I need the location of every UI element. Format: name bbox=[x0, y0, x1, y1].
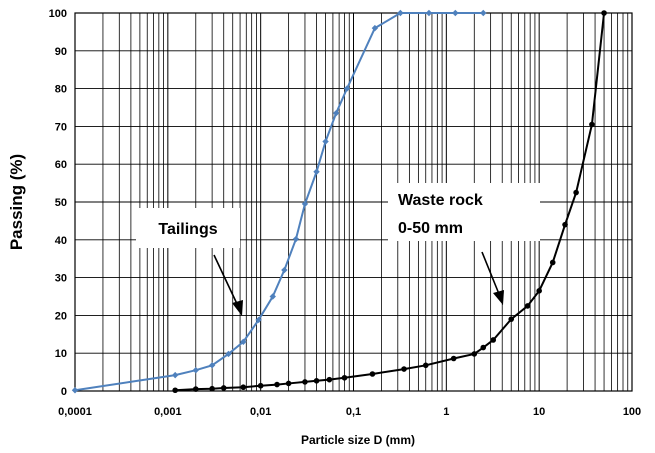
y-tick-label: 0 bbox=[61, 386, 67, 398]
waste-rock-point bbox=[285, 380, 292, 387]
x-tick-label: 10 bbox=[533, 406, 545, 418]
tailings-point bbox=[301, 200, 309, 208]
x-tick-label: 0,0001 bbox=[58, 406, 92, 418]
tailings-point bbox=[343, 85, 351, 92]
y-tick-label: 40 bbox=[55, 235, 67, 247]
tailings-point bbox=[171, 371, 179, 379]
y-tick-label: 80 bbox=[55, 84, 67, 96]
y-tick-label: 90 bbox=[55, 46, 67, 58]
waste-rock-point bbox=[341, 374, 348, 381]
waste-rock-point bbox=[601, 10, 607, 16]
y-tick-label: 100 bbox=[49, 8, 67, 20]
waste-rock-point bbox=[508, 316, 515, 322]
tailings-point bbox=[281, 266, 288, 274]
plot-frame bbox=[74, 12, 633, 392]
waste-rock-point bbox=[220, 385, 227, 391]
tailings-point bbox=[425, 9, 433, 17]
tailings-point bbox=[480, 9, 487, 17]
waste-rock-point bbox=[536, 288, 542, 294]
tailings-point bbox=[371, 24, 379, 32]
waste-rock-point bbox=[471, 351, 478, 357]
waste-rock-point bbox=[240, 384, 247, 391]
tailings-point bbox=[255, 316, 262, 324]
tailings-point bbox=[71, 387, 79, 394]
y-tick-label: 70 bbox=[55, 121, 67, 133]
waste-rock-point bbox=[401, 366, 407, 372]
x-tick-label: 1 bbox=[443, 406, 449, 418]
tailings-point bbox=[452, 9, 459, 17]
tailings-point bbox=[225, 350, 232, 358]
waste-rock-annotation-line2: 0-50 mm bbox=[398, 220, 463, 237]
x-tick-label: 0,1 bbox=[346, 406, 361, 418]
waste-rock-annotation-line1: Waste rock bbox=[398, 192, 483, 209]
plot-border bbox=[74, 12, 633, 392]
tailings-point bbox=[269, 293, 276, 300]
x-axis-ticks: 0,0001 0,001 0,01 0,1 1 10 100 bbox=[58, 406, 641, 418]
waste-rock-point bbox=[549, 259, 556, 266]
tailings-point bbox=[208, 362, 216, 369]
y-axis-ticks: 0 10 20 30 40 50 60 70 80 90 100 bbox=[49, 8, 67, 398]
waste-rock-point bbox=[172, 387, 178, 394]
tailings-point bbox=[322, 138, 329, 145]
tailings-point bbox=[332, 109, 340, 117]
y-tick-label: 20 bbox=[55, 310, 67, 322]
waste-rock-point bbox=[422, 362, 429, 369]
tailings-arrow-head bbox=[232, 300, 243, 316]
y-tick-label: 10 bbox=[55, 348, 67, 360]
tailings-annotation: Tailings bbox=[158, 221, 217, 238]
waste-rock-arrow-head bbox=[493, 290, 504, 305]
waste-rock-point bbox=[524, 303, 531, 309]
tailings-arrow-shaft bbox=[213, 254, 239, 307]
waste-rock-point bbox=[326, 376, 333, 383]
tailings-point bbox=[397, 9, 404, 17]
waste-rock-point bbox=[450, 355, 457, 362]
y-tick-label: 50 bbox=[55, 197, 67, 209]
tailings-point bbox=[240, 338, 247, 346]
tailings-point bbox=[192, 367, 199, 374]
tailings-annotation-box bbox=[136, 208, 240, 248]
y-tick-label: 30 bbox=[55, 273, 67, 285]
waste-rock-point bbox=[589, 121, 595, 128]
y-tick-label: 60 bbox=[55, 159, 67, 171]
waste-rock-point bbox=[192, 386, 199, 392]
waste-rock-point bbox=[490, 337, 497, 343]
waste-rock-point bbox=[302, 379, 308, 385]
grid bbox=[74, 12, 632, 392]
waste-rock-point bbox=[573, 189, 579, 196]
waste-rock-point bbox=[480, 344, 487, 351]
waste-rock-point bbox=[562, 221, 568, 228]
waste-rock-point bbox=[209, 385, 215, 392]
waste-rock-arrow-shaft bbox=[481, 251, 500, 295]
waste-rock-point bbox=[369, 371, 376, 377]
waste-rock-point bbox=[257, 382, 264, 389]
x-tick-label: 0,01 bbox=[250, 406, 271, 418]
waste-rock-point bbox=[313, 377, 320, 384]
x-axis-title: Particle size D (mm) bbox=[301, 433, 415, 447]
tailings-point bbox=[292, 235, 300, 243]
tailings-point bbox=[313, 168, 320, 175]
series-layer bbox=[71, 9, 607, 394]
series-line-tailings bbox=[74, 12, 484, 392]
x-tick-label: 100 bbox=[623, 406, 641, 418]
waste-rock-annotation-box bbox=[388, 183, 540, 241]
x-tick-label: 0,001 bbox=[154, 406, 182, 418]
waste-rock-point bbox=[274, 381, 280, 388]
y-axis-title: Passing (%) bbox=[7, 154, 26, 250]
